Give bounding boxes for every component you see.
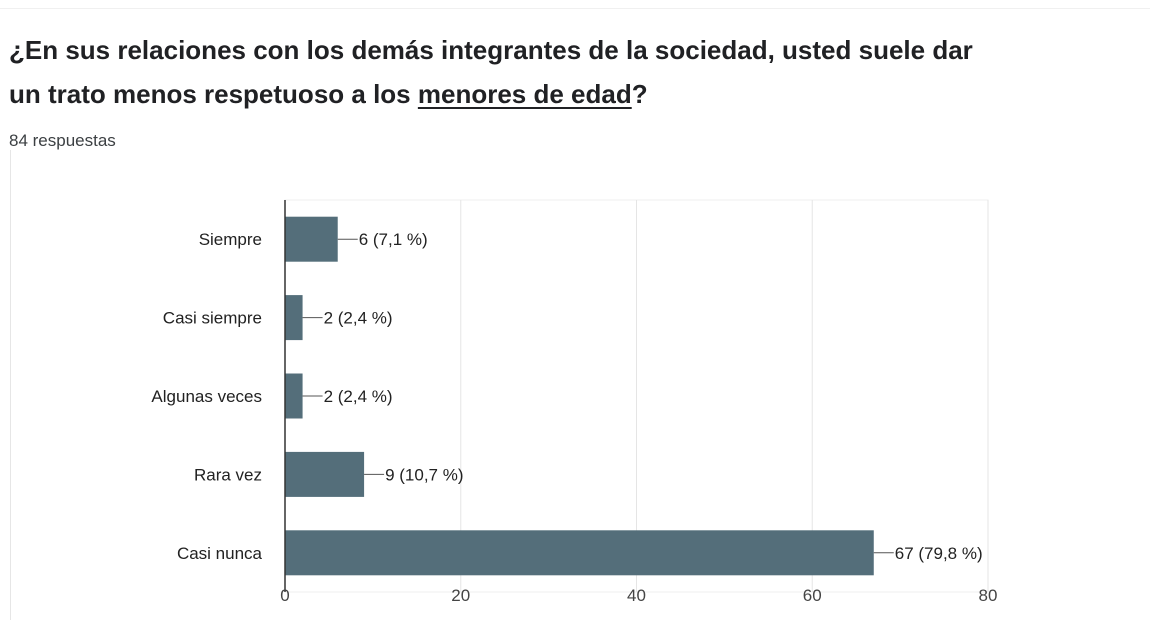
category-label-4: Casi nunca xyxy=(177,544,263,563)
x-tick-label-3: 60 xyxy=(803,586,822,605)
data-label-0: 6 (7,1 %) xyxy=(359,230,428,249)
bar-3 xyxy=(285,451,365,497)
data-label-1: 2 (2,4 %) xyxy=(324,309,393,328)
bar-1 xyxy=(285,295,303,341)
category-label-3: Rara vez xyxy=(194,465,262,484)
response-count: 84 respuestas xyxy=(9,131,116,150)
category-label-2: Algunas veces xyxy=(151,387,262,406)
x-tick-label-0: 0 xyxy=(280,586,289,605)
question-title-text: ¿En sus relaciones con los demás integra… xyxy=(9,35,973,109)
bar-0 xyxy=(285,216,338,262)
x-tick-label-2: 40 xyxy=(627,586,646,605)
question-title: ¿En sus relaciones con los demás integra… xyxy=(9,28,989,116)
bar-4 xyxy=(285,530,874,576)
card-top-border xyxy=(0,8,1150,9)
x-tick-label-1: 20 xyxy=(451,586,470,605)
x-tick-label-4: 80 xyxy=(979,586,998,605)
bar-2 xyxy=(285,373,303,419)
data-label-2: 2 (2,4 %) xyxy=(324,387,393,406)
data-label-4: 67 (79,8 %) xyxy=(895,544,983,563)
data-label-3: 9 (10,7 %) xyxy=(385,465,463,484)
category-label-0: Siempre xyxy=(199,230,262,249)
question-title-underlined: menores de edad xyxy=(417,79,632,109)
question-title-end: ? xyxy=(631,79,648,109)
card-left-border xyxy=(10,150,11,620)
category-label-1: Casi siempre xyxy=(163,309,262,328)
